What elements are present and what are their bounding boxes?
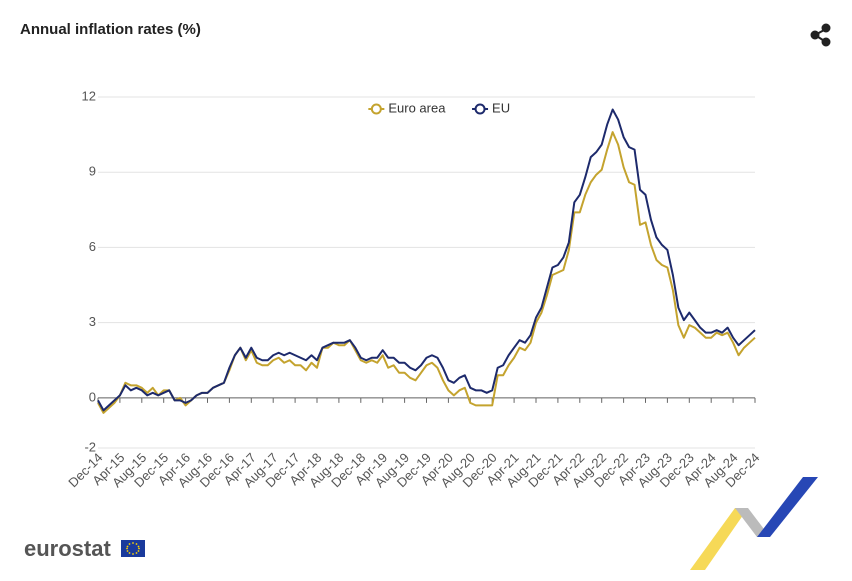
legend-label: EU [492, 100, 510, 115]
plot-area: -2036912Dec-14Apr-15Aug-15Dec-15Apr-16Au… [65, 88, 762, 490]
series-line [97, 108, 756, 412]
eu-flag [121, 540, 145, 557]
legend-marker [474, 103, 486, 115]
decoration [690, 477, 818, 570]
y-tick-label: 12 [82, 88, 96, 103]
y-tick-label: 6 [89, 239, 96, 254]
y-tick-label: 0 [89, 389, 96, 404]
chart-title: Annual inflation rates (%) [20, 21, 201, 38]
series-line [97, 131, 756, 414]
legend: Euro area EU [368, 100, 510, 115]
share-icon[interactable] [810, 23, 831, 47]
brand-logo: eurostat [24, 536, 111, 561]
y-tick-label: -2 [84, 439, 96, 454]
legend-marker [370, 103, 382, 115]
y-tick-label: 9 [89, 164, 96, 179]
y-tick-label: 3 [89, 314, 96, 329]
legend-label: Euro area [388, 100, 446, 115]
